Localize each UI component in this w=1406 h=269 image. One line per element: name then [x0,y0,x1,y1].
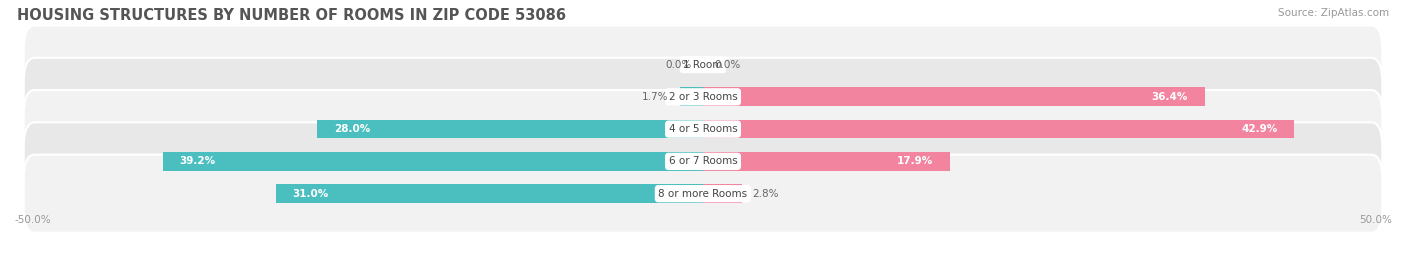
Text: 28.0%: 28.0% [333,124,370,134]
Bar [276,184,703,203]
Text: 0.0%: 0.0% [665,59,692,70]
Text: 17.9%: 17.9% [897,156,934,167]
FancyBboxPatch shape [24,58,1382,136]
FancyBboxPatch shape [24,90,1382,168]
Bar [703,120,1294,139]
Text: 2 or 3 Rooms: 2 or 3 Rooms [669,92,737,102]
Bar [679,87,703,106]
Text: HOUSING STRUCTURES BY NUMBER OF ROOMS IN ZIP CODE 53086: HOUSING STRUCTURES BY NUMBER OF ROOMS IN… [17,8,565,23]
Text: 2.8%: 2.8% [752,189,779,199]
Text: 4 or 5 Rooms: 4 or 5 Rooms [669,124,737,134]
Text: 36.4%: 36.4% [1152,92,1188,102]
FancyBboxPatch shape [24,155,1382,233]
Text: 6 or 7 Rooms: 6 or 7 Rooms [669,156,737,167]
Text: 1 Room: 1 Room [683,59,723,70]
Bar [703,87,1205,106]
FancyBboxPatch shape [24,26,1382,104]
Text: 31.0%: 31.0% [292,189,329,199]
Text: 1.7%: 1.7% [643,92,669,102]
FancyBboxPatch shape [24,122,1382,200]
Bar [318,120,703,139]
Bar [703,184,741,203]
Text: 8 or more Rooms: 8 or more Rooms [658,189,748,199]
Text: 50.0%: 50.0% [1360,215,1392,225]
Bar [163,152,703,171]
Bar [703,152,949,171]
Text: 0.0%: 0.0% [714,59,741,70]
Text: Source: ZipAtlas.com: Source: ZipAtlas.com [1278,8,1389,18]
Text: -50.0%: -50.0% [14,215,51,225]
Text: 42.9%: 42.9% [1241,124,1278,134]
Text: 39.2%: 39.2% [180,156,215,167]
